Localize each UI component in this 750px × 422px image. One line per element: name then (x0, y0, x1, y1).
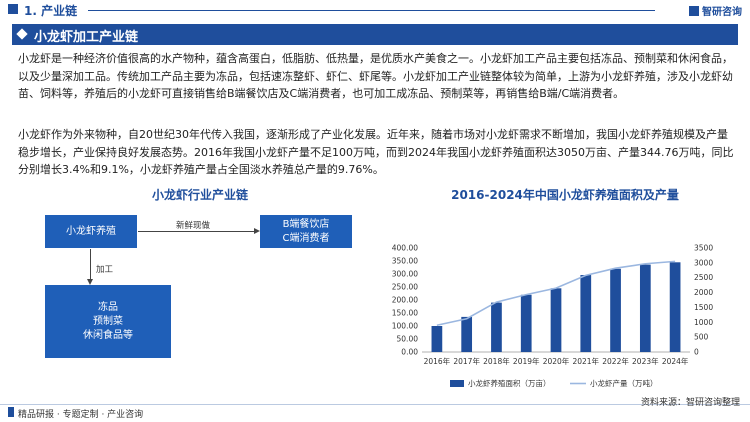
right-tick-label: 3500 (694, 244, 713, 253)
chart-title: 2016-2024年中国小龙虾养殖面积及产量 (451, 188, 679, 202)
legend-area-swatch (450, 380, 464, 387)
page-title: 小龙虾加工产业链 (34, 30, 139, 45)
diamond-icon (16, 28, 28, 40)
area-bar (431, 326, 443, 352)
top-bar: 1. 产业链 智研咨询 (0, 0, 750, 20)
products-label-prepared: 预制菜 (93, 315, 123, 327)
legend-output-label: 小龙虾产量（万吨） (590, 378, 658, 388)
right-tick-label: 2000 (694, 288, 713, 297)
products-label-snack: 休闲食品等 (83, 329, 133, 341)
chain-title: 小龙虾行业产业链 (151, 188, 248, 202)
output-line (436, 260, 676, 327)
consumers-label-c: C端消费者 (282, 232, 330, 244)
left-tick-label: 400.00 (392, 244, 418, 253)
right-tick-label: 2500 (694, 273, 713, 282)
x-tick-label: 2019年 (513, 356, 540, 366)
section-marker (8, 4, 18, 14)
farming-node: 小龙虾养殖 (45, 215, 137, 248)
footer-divider (0, 404, 750, 405)
brand-name: 智研咨询 (702, 7, 742, 18)
left-tick-label: 300.00 (392, 270, 418, 279)
fresh-edge-label: 新鲜现做 (176, 221, 211, 231)
left-tick-label: 50.00 (397, 335, 419, 344)
right-tick-label: 0 (694, 348, 699, 357)
area-bar (580, 275, 592, 352)
area-bar (491, 302, 502, 352)
fresh-arrow (138, 228, 260, 234)
footer-marker (8, 407, 14, 417)
left-tick-label: 0.00 (401, 348, 418, 357)
left-tick-label: 350.00 (392, 257, 418, 266)
header-divider (88, 10, 655, 11)
consumers-node: B端餐饮店 C端消费者 (260, 215, 352, 248)
area-bar (550, 288, 562, 352)
section-title: 1. 产业链 (24, 4, 78, 18)
left-tick-label: 100.00 (392, 322, 418, 331)
x-tick-label: 2022年 (602, 356, 629, 366)
area-bar (639, 264, 651, 352)
left-tick-label: 150.00 (392, 309, 418, 318)
right-tick-label: 500 (694, 333, 709, 342)
area-bar (669, 262, 681, 352)
brand: 智研咨询 (689, 3, 742, 18)
farming-label: 小龙虾养殖 (66, 225, 116, 237)
left-tick-label: 250.00 (392, 283, 418, 292)
left-tick-label: 200.00 (392, 296, 418, 305)
footer-tagline: 精品研报 · 专题定制 · 产业咨询 (18, 410, 144, 420)
area-bar (461, 316, 473, 352)
legend-area-label: 小龙虾养殖面积（万亩） (468, 378, 551, 388)
x-tick-label: 2024年 (662, 356, 689, 366)
area-bar (520, 294, 532, 352)
x-tick-label: 2018年 (483, 356, 510, 366)
process-edge-label: 加工 (96, 265, 114, 275)
area-bar (610, 268, 621, 352)
x-tick-label: 2016年 (424, 356, 451, 366)
page-banner: 小龙虾加工产业链 (12, 24, 738, 45)
brand-logo-icon (689, 6, 699, 16)
products-label-frozen: 冻品 (98, 301, 118, 313)
x-tick-label: 2023年 (632, 356, 659, 366)
right-tick-label: 3000 (694, 258, 713, 267)
area-output-chart: 0.00 50.00 100.00 150.00 200.00 250.00 300.00 3… (392, 244, 714, 389)
data-source: 资料来源：智研咨询整理 (640, 398, 740, 408)
products-node: 冻品 预制菜 休闲食品等 (45, 285, 171, 358)
consumers-label-b: B端餐饮店 (282, 218, 330, 230)
history-paragraph: 小龙虾作为外来物种，自20世纪30年代传入我国，逐渐形成了产业化发展。近年来，随… (18, 128, 734, 177)
process-arrow (87, 249, 93, 285)
x-tick-label: 2017年 (453, 356, 480, 366)
x-tick-label: 2020年 (543, 356, 570, 366)
x-tick-label: 2021年 (572, 356, 599, 366)
right-tick-label: 1500 (694, 303, 713, 312)
intro-paragraph: 小龙虾是一种经济价值很高的水产物种，蕴含高蛋白，低脂肪、低热量，是优质水产美食之… (18, 52, 733, 101)
right-tick-label: 1000 (694, 318, 713, 327)
